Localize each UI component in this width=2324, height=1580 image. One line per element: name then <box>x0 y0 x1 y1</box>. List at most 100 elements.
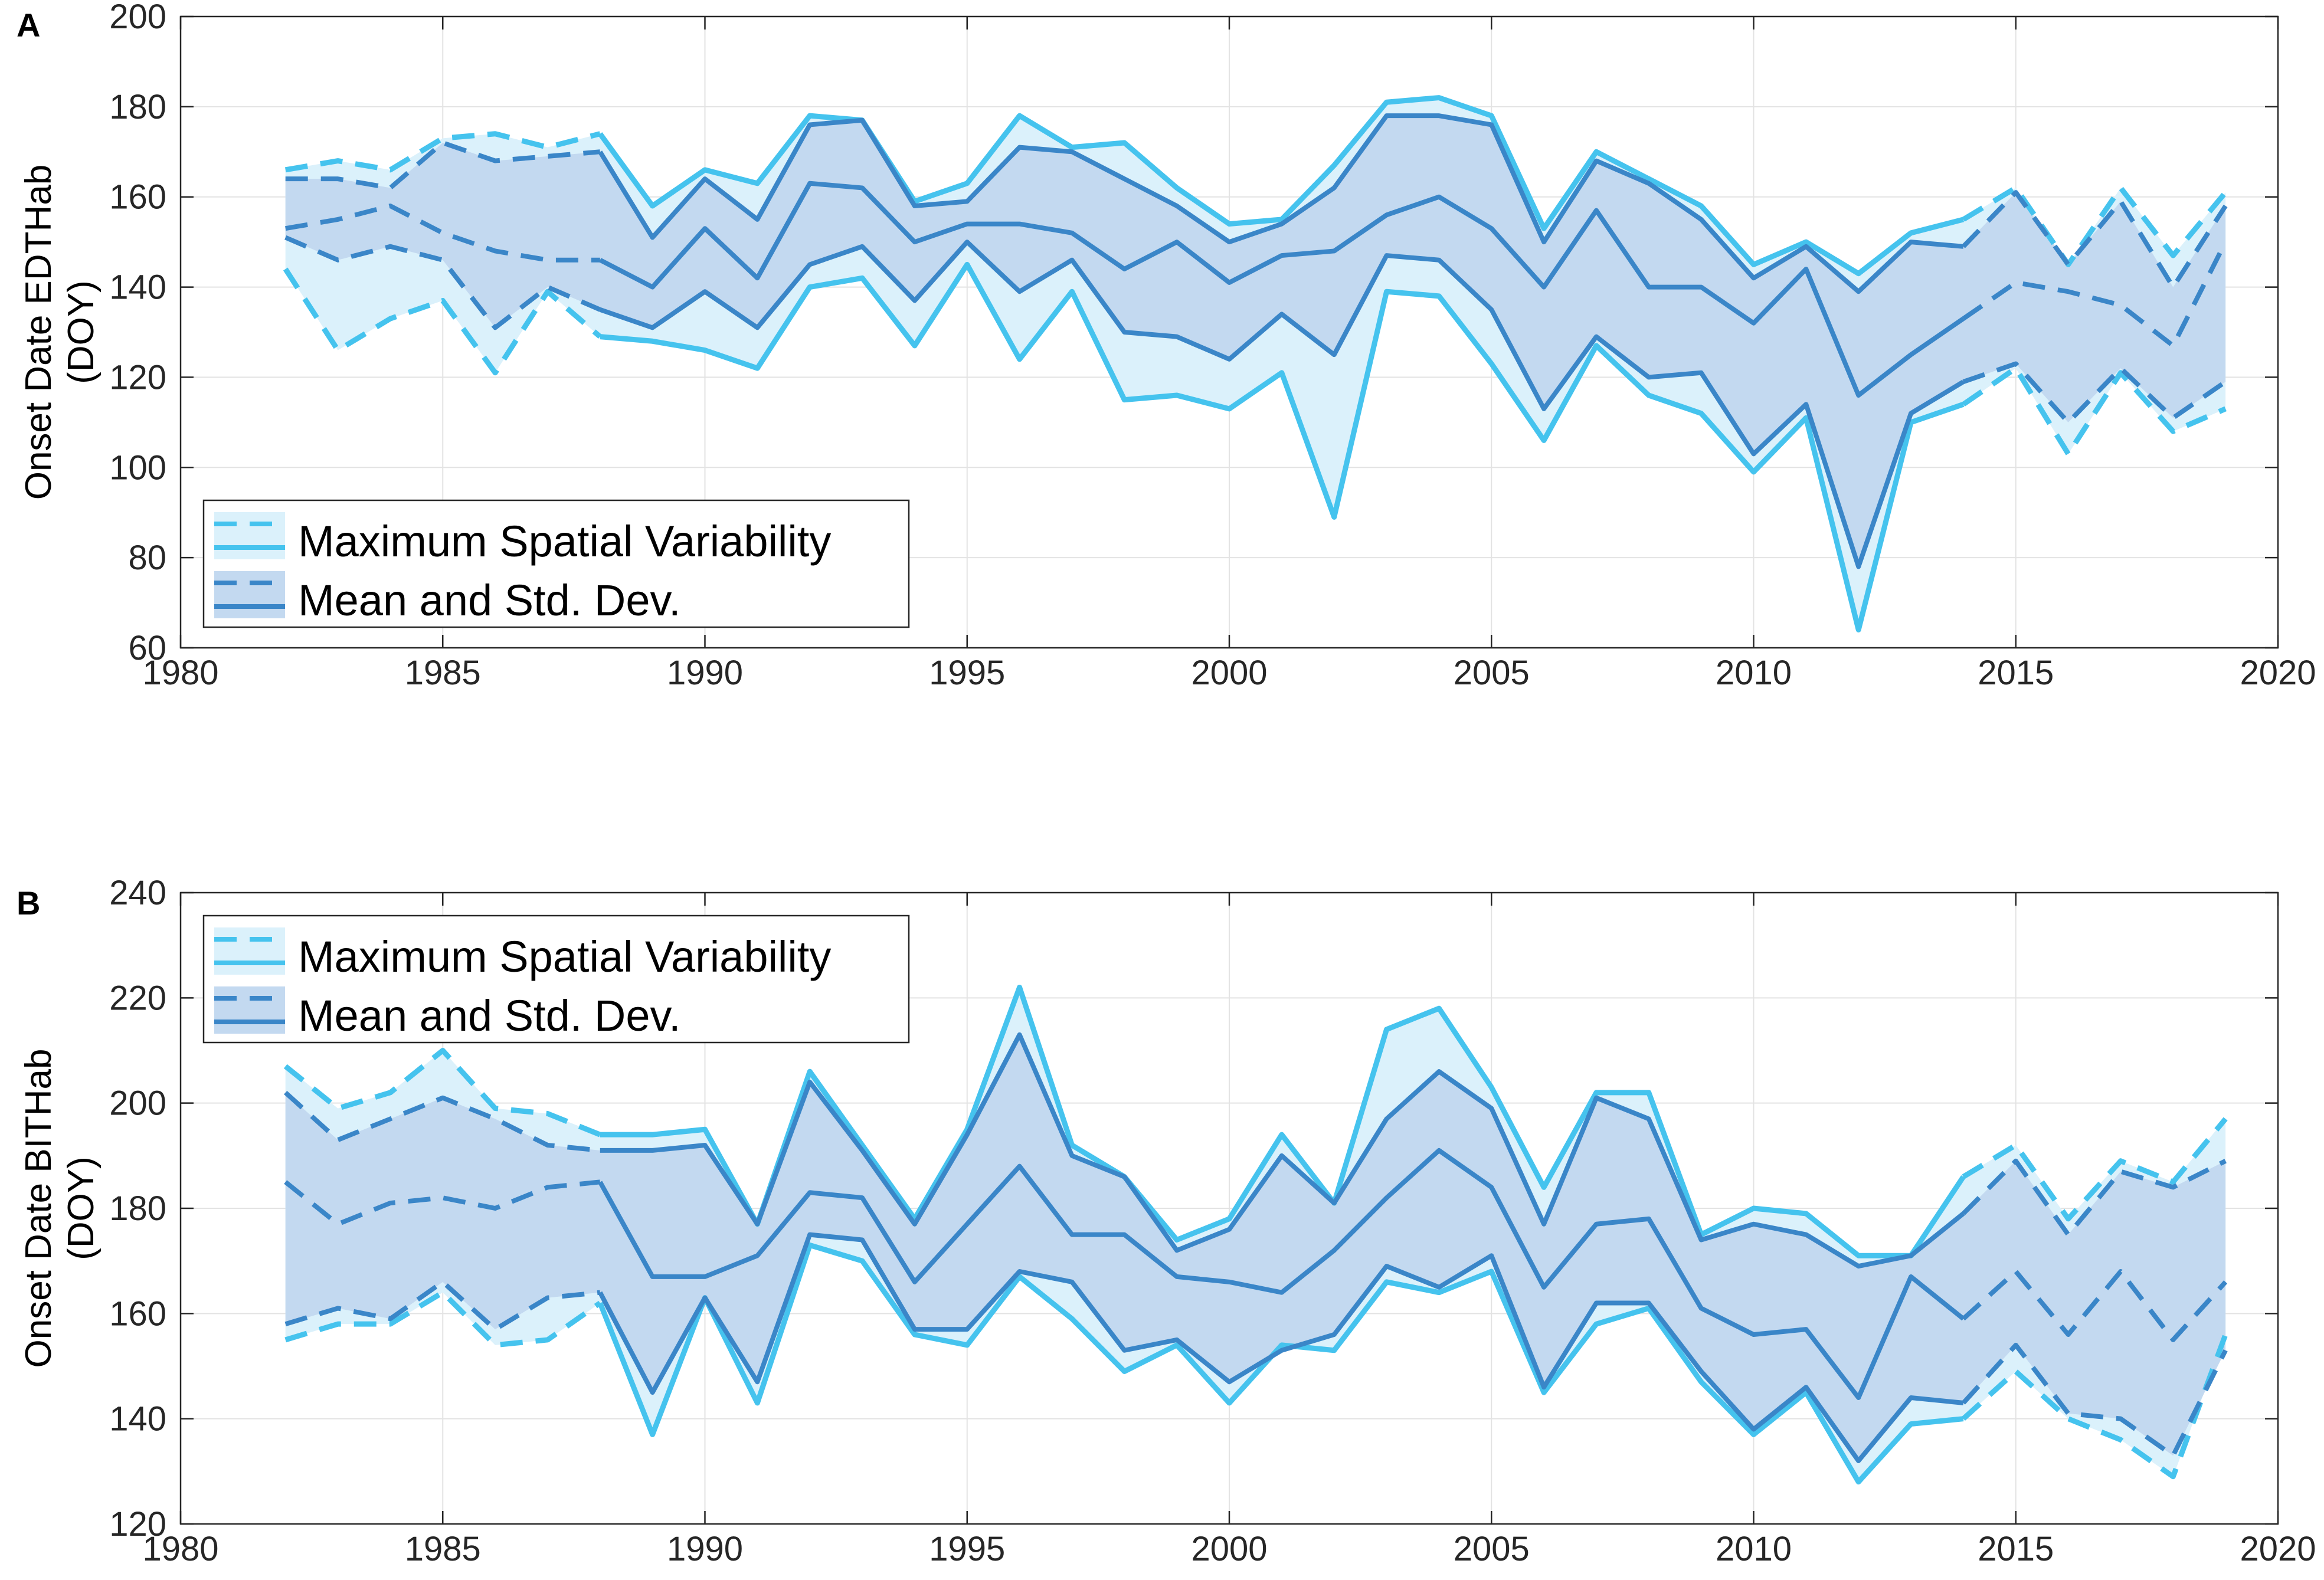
series-line-3 <box>285 181 2228 398</box>
y-tick-label: 120 <box>109 1505 166 1543</box>
legend: Maximum Spatial Variability Mean and Std.… <box>202 914 910 1044</box>
y-tick-label: 80 <box>128 539 166 577</box>
series-dashed-early <box>285 204 600 263</box>
legend-swatch <box>214 512 285 559</box>
x-tick-label: 2015 <box>1978 1530 2054 1568</box>
series-line-1 <box>283 261 2227 632</box>
series-line-2 <box>284 1032 2227 1269</box>
std-dev-band <box>285 116 2226 567</box>
series-solid <box>598 181 1965 398</box>
legend-swatch <box>214 571 285 618</box>
x-tick-label: 2020 <box>2240 1530 2316 1568</box>
y-axis-label-line1: Onset Date BITHab <box>18 1048 59 1368</box>
legend-swatch <box>214 927 285 975</box>
series-solid <box>598 1148 1965 1400</box>
series-dashed-late <box>1962 185 2228 267</box>
y-tick-label: 140 <box>109 268 166 307</box>
panel-label: B <box>17 884 40 922</box>
x-tick-label: 2005 <box>1454 654 1530 692</box>
series-solid <box>597 1242 1964 1485</box>
series-dashed-late <box>1962 1269 2228 1342</box>
y-tick-label: 140 <box>109 1400 166 1438</box>
panel-label: A <box>17 6 40 44</box>
legend-entry-1: Mean and Std. Dev. <box>214 986 681 1040</box>
y-axis-label: Onset Date EDTHab (DOY) <box>18 165 102 500</box>
x-tick-label: 2015 <box>1978 654 2054 692</box>
x-tick-label: 2000 <box>1191 1530 1267 1568</box>
panel-a: 1980 1985 1990 1995 2000 2005 2010 2015 2020 60 80… <box>17 0 2316 692</box>
legend-label: Maximum Spatial Variability <box>298 517 831 566</box>
y-tick-label: 60 <box>128 629 166 667</box>
series-dashed-early <box>284 1179 601 1227</box>
x-tick-label: 1990 <box>667 654 743 692</box>
y-tick-label: 220 <box>109 979 166 1017</box>
series-line-4 <box>284 1232 2228 1463</box>
series-solid <box>598 95 1965 277</box>
x-tick-label: 1985 <box>405 1530 481 1568</box>
series-dashed-early <box>284 235 601 330</box>
x-tick-label: 1990 <box>667 1530 743 1568</box>
series-dashed-early <box>283 267 602 376</box>
legend-entry-0: Maximum Spatial Variability <box>214 512 831 566</box>
series-dashed-early <box>284 1279 601 1332</box>
x-tick-label: 2020 <box>2240 654 2316 692</box>
series-line-2 <box>285 113 2228 294</box>
series-dashed-late <box>1962 1117 2228 1222</box>
series-dashed-late <box>1961 1342 2228 1458</box>
series-solid <box>598 1232 1964 1463</box>
y-axis-label: Onset Date BITHab (DOY) <box>18 1048 102 1368</box>
series-dashed-late <box>1962 190 2228 290</box>
series-line-0 <box>283 985 2228 1258</box>
y-tick-label: 160 <box>109 1294 166 1333</box>
panel-b: 1980 1985 1990 1995 2000 2005 2010 2015 2020 120 1… <box>17 874 2316 1568</box>
y-tick-label: 240 <box>109 874 166 912</box>
legend-box <box>202 914 910 1044</box>
y-tick-label: 160 <box>109 178 166 217</box>
series-line-1 <box>284 1242 2228 1485</box>
x-tick-label: 1985 <box>405 654 481 692</box>
x-tick-label: 2005 <box>1454 1530 1530 1568</box>
series-dashed-early <box>285 140 601 191</box>
y-tick-label: 200 <box>109 0 166 36</box>
x-tick-label: 2010 <box>1716 1530 1792 1568</box>
x-tick-label: 1980 <box>142 654 218 692</box>
series-line-4 <box>284 235 2227 569</box>
series-solid <box>600 261 1965 632</box>
x-tick-label: 2010 <box>1716 654 1792 692</box>
legend-entry-0: Maximum Spatial Variability <box>214 927 831 981</box>
series-dashed-late <box>1962 361 2227 425</box>
series-dashed-late <box>1961 1333 2228 1480</box>
legend-swatch <box>214 986 285 1034</box>
y-tick-label: 100 <box>109 448 166 487</box>
x-tick-label: 1995 <box>929 1530 1005 1568</box>
y-tick-label: 120 <box>109 358 166 396</box>
series-dashed-early <box>284 1290 602 1348</box>
x-tick-label: 1995 <box>929 654 1005 692</box>
y-axis-label-line1: Onset Date EDTHab <box>18 165 59 500</box>
y-axis-label-line2: (DOY) <box>61 1156 102 1260</box>
series-dashed-early <box>283 1048 601 1138</box>
series-dashed-early <box>284 1090 601 1153</box>
y-tick-label: 200 <box>109 1084 166 1123</box>
series-solid <box>599 240 1965 569</box>
series-solid <box>598 113 1964 294</box>
y-tick-label: 180 <box>109 88 166 126</box>
x-tick-label: 2000 <box>1191 654 1267 692</box>
series-line-3 <box>284 1148 2228 1400</box>
series-solid <box>600 985 1966 1258</box>
legend-entry-1: Mean and Std. Dev. <box>214 571 681 625</box>
legend: Maximum Spatial Variability Mean and Std.… <box>202 499 910 628</box>
legend-label: Mean and Std. Dev. <box>298 576 681 625</box>
x-tick-label: 1980 <box>142 1530 218 1568</box>
legend-box <box>202 499 910 628</box>
legend-label: Mean and Std. Dev. <box>298 991 681 1040</box>
y-axis-label-line2: (DOY) <box>61 280 102 384</box>
series-dashed-late <box>1962 241 2228 348</box>
series-line-0 <box>284 95 2228 277</box>
series-solid <box>600 1032 1965 1269</box>
series-dashed-early <box>284 131 601 173</box>
y-tick-label: 180 <box>109 1189 166 1228</box>
std-dev-band <box>285 1034 2226 1461</box>
